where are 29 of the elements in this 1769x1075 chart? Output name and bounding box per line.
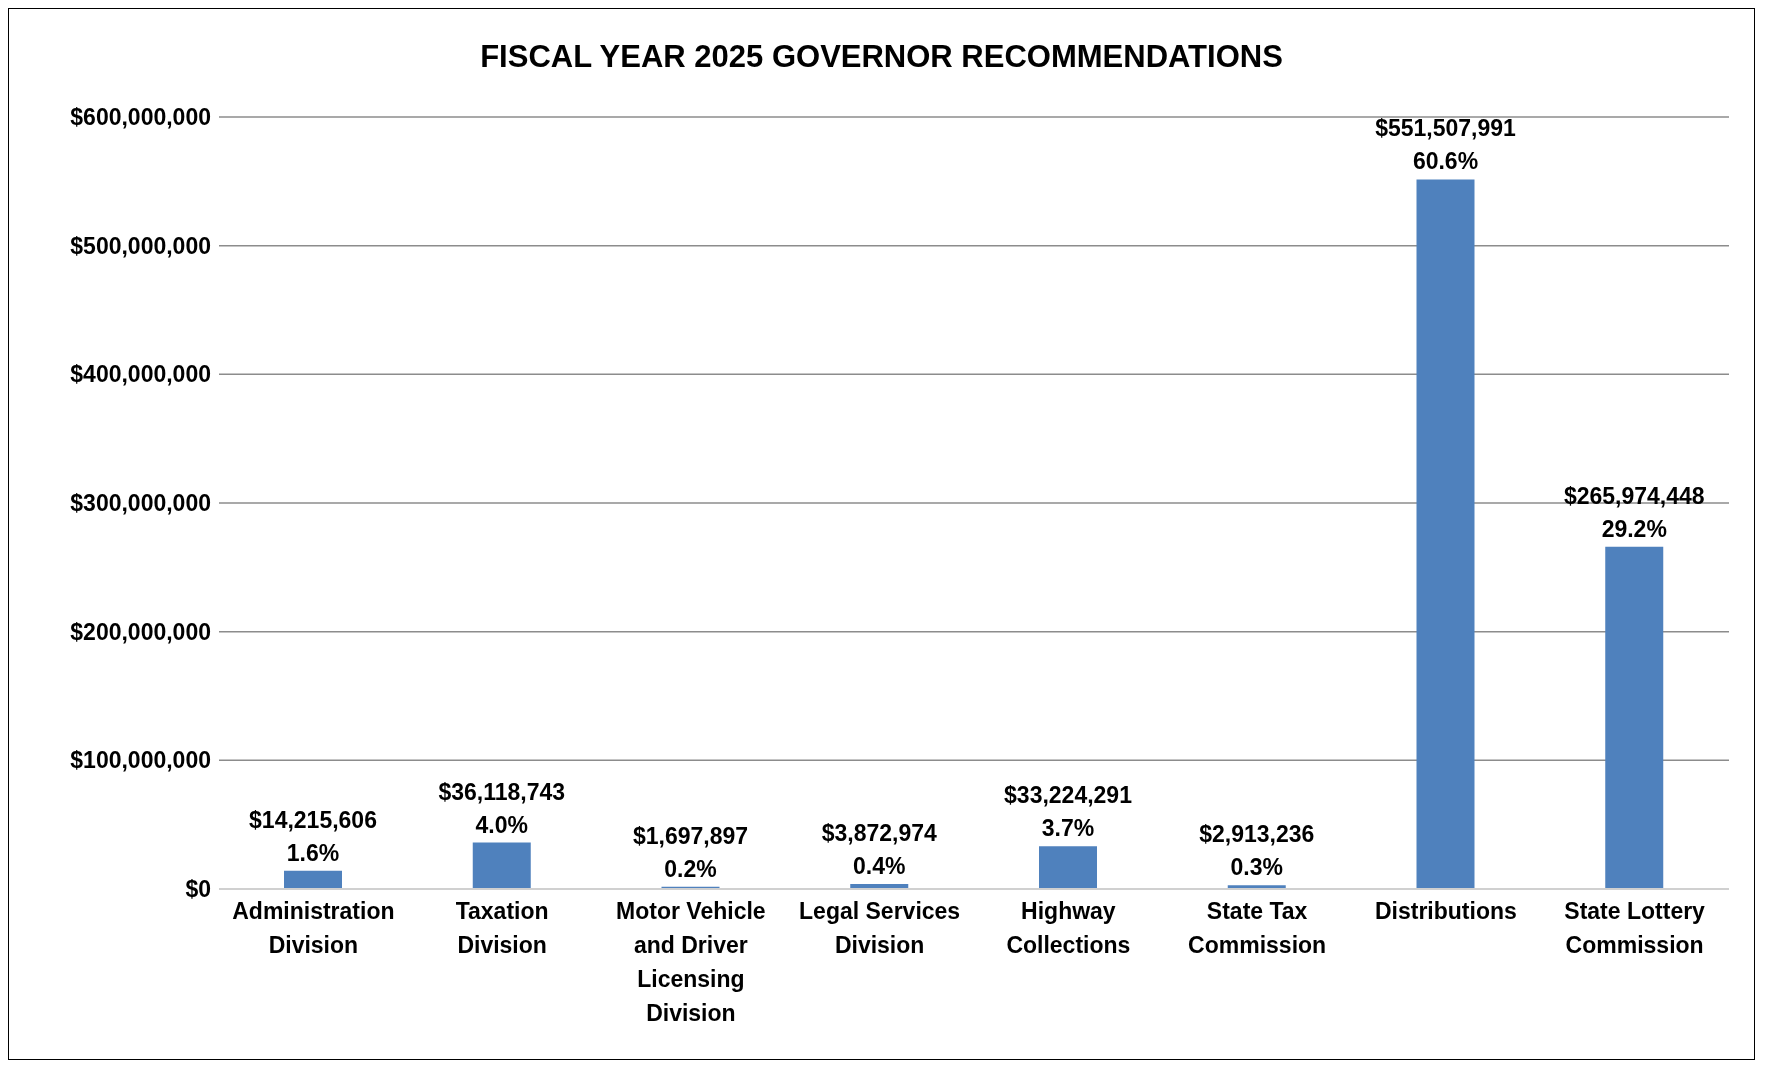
data-label: $265,974,448 29.2% [1563, 482, 1705, 542]
bar [1039, 846, 1097, 889]
data-label: $1,697,897 0.2% [632, 822, 749, 882]
bar [284, 870, 342, 889]
data-label: $36,118,743 4.0% [438, 778, 566, 838]
x-tick-label: Distributions [1374, 898, 1517, 924]
data-label: $33,224,291 3.7% [1004, 782, 1133, 842]
y-tick-label: $500,000,000 [70, 232, 211, 259]
y-tick-label: $0 [185, 876, 211, 902]
bar [1605, 546, 1664, 889]
y-tick-label: $100,000,000 [70, 747, 211, 774]
y-tick-label: $300,000,000 [70, 490, 211, 516]
y-tick-label: $400,000,000 [70, 361, 211, 388]
data-label: $3,872,974 0.4% [821, 820, 938, 880]
bar [1416, 179, 1475, 889]
y-tick-label: $200,000,000 [70, 618, 211, 645]
data-label: $551,507,991 60.6% [1375, 115, 1517, 175]
x-tick-label: Motor Vehicle and Driver Licensing Division [616, 898, 766, 1026]
data-label: $2,913,236 0.3% [1199, 821, 1315, 881]
x-tick-label: Taxation Division [455, 898, 549, 958]
x-tick-label: State Lottery Commission [1564, 898, 1706, 958]
x-tick-label: Legal Services Division [799, 898, 961, 958]
x-tick-label: Highway Collections [1006, 898, 1131, 958]
x-tick-label: State Tax Commission [1188, 898, 1327, 958]
bar [472, 842, 531, 889]
chart-title: FISCAL YEAR 2025 GOVERNOR RECOMMENDATIONS [479, 39, 1284, 75]
data-label: $14,215,606 1.6% [249, 806, 377, 866]
y-tick-label: $600,000,000 [70, 104, 211, 130]
x-tick-label: Administration Division [232, 898, 395, 958]
